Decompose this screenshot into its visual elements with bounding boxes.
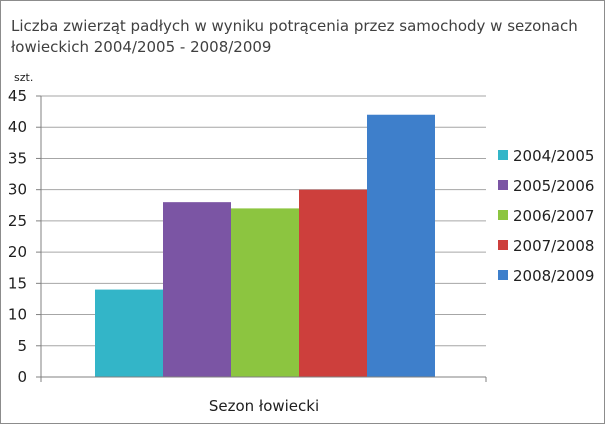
bar-2005-2006 xyxy=(163,202,231,377)
y-tick-labels: 0 5 10 15 20 25 30 35 40 45 xyxy=(8,87,27,386)
legend-swatch xyxy=(498,180,508,190)
y-tick-label: 5 xyxy=(17,337,27,355)
legend-swatch xyxy=(498,150,508,160)
axes xyxy=(40,96,487,382)
legend-label: 2006/2007 xyxy=(513,207,594,225)
chart-title-line-2: łowieckich 2004/2005 - 2008/2009 xyxy=(11,38,271,56)
y-tick-label: 10 xyxy=(8,306,27,324)
bar-2004-2005 xyxy=(95,289,163,377)
bar-2008-2009 xyxy=(367,114,435,377)
chart-title-line-1: Liczba zwierząt padłych w wyniku potrące… xyxy=(11,17,578,35)
legend-label: 2005/2006 xyxy=(513,177,594,195)
y-tick-label: 45 xyxy=(8,87,27,105)
y-tick-label: 25 xyxy=(8,212,27,230)
y-tick-label: 40 xyxy=(8,118,27,136)
legend-label: 2008/2009 xyxy=(513,267,594,285)
bar-2006-2007 xyxy=(231,208,299,377)
bars xyxy=(95,114,435,377)
y-unit-label: szt. xyxy=(14,71,33,84)
y-tick-label: 0 xyxy=(17,368,27,386)
legend-swatch xyxy=(498,210,508,220)
y-tick-label: 15 xyxy=(8,274,27,292)
y-tick-label: 20 xyxy=(8,243,27,261)
legend: 2004/2005 2005/2006 2006/2007 2007/2008 2008… xyxy=(498,147,594,285)
legend-swatch xyxy=(498,270,508,280)
y-tick-label: 35 xyxy=(8,149,27,167)
y-tick-label: 30 xyxy=(8,181,27,199)
legend-label: 2007/2008 xyxy=(513,237,594,255)
x-axis-title: Sezon łowiecki xyxy=(209,397,319,415)
legend-swatch xyxy=(498,240,508,250)
legend-label: 2004/2005 xyxy=(513,147,594,165)
bar-2007-2008 xyxy=(299,189,367,377)
